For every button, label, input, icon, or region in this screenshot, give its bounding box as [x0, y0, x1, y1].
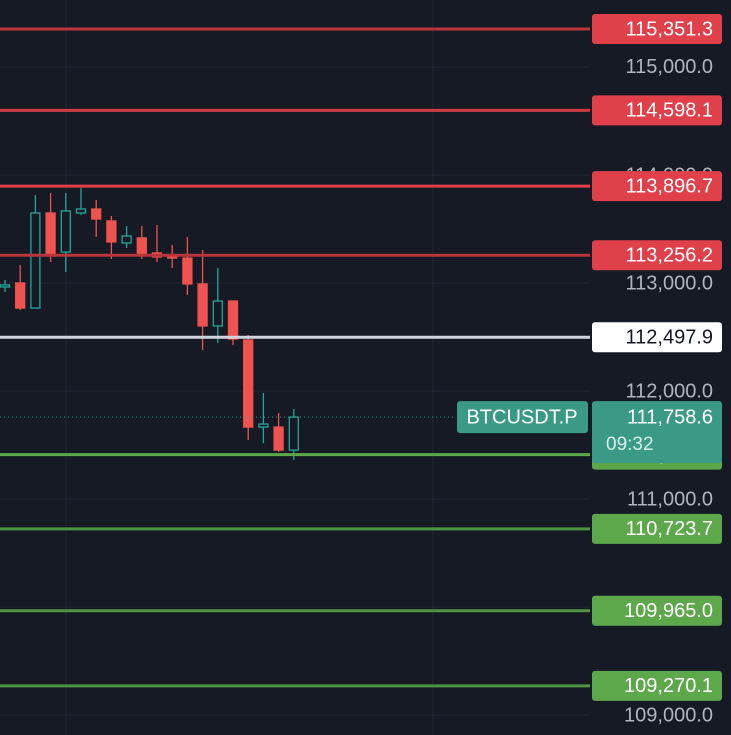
level-label: 109,270.1 — [624, 675, 713, 697]
level-label-bg — [592, 513, 722, 544]
countdown-label: 09:32 — [606, 434, 654, 455]
level-label-bg — [592, 595, 722, 626]
candle-body — [243, 339, 254, 428]
candle-body — [182, 257, 193, 285]
level-label: 113,896.7 — [626, 175, 714, 197]
current-price-bg — [592, 401, 722, 464]
candle-body — [227, 300, 239, 340]
level-label: 113,256.2 — [626, 245, 714, 267]
candle-body — [258, 423, 269, 428]
level-label-bg — [592, 95, 722, 126]
level-label: 115,351.3 — [626, 18, 714, 40]
candle-body — [121, 235, 132, 244]
candle-body — [136, 237, 147, 256]
level-label-bg — [592, 14, 722, 45]
level-label: 112,497.9 — [626, 326, 714, 348]
candle-body — [197, 283, 208, 327]
candle-body — [212, 300, 223, 327]
candle-body — [30, 212, 41, 309]
level-label-bg — [592, 322, 722, 353]
candle-body — [15, 282, 26, 309]
y-tick-label: 111,000.0 — [627, 488, 713, 510]
level-label: 110,723.7 — [626, 518, 714, 540]
level-label-bg — [592, 670, 722, 701]
level-label: 114,598.1 — [626, 100, 714, 122]
symbol-label: BTCUSDT.P — [466, 406, 577, 428]
symbol-label-bg — [457, 401, 588, 434]
level-label-bg — [592, 171, 722, 202]
level-label: 109,965.0 — [624, 600, 713, 622]
level-label-bg — [592, 240, 722, 271]
y-tick-label: 109,000.0 — [624, 704, 713, 726]
candle-body — [75, 208, 87, 214]
candle-body — [106, 220, 117, 243]
y-tick-label: 115,000.0 — [626, 56, 714, 78]
candle-body — [91, 208, 102, 220]
candle-body — [60, 210, 71, 253]
candle-body — [273, 426, 284, 451]
candle-body — [45, 212, 56, 256]
y-tick-label: 112,000.0 — [626, 380, 714, 402]
candle-body — [0, 284, 11, 288]
y-tick-label: 113,000.0 — [626, 272, 714, 294]
current-price-label: 111,758.6 — [627, 406, 713, 428]
candle-body — [288, 416, 299, 451]
